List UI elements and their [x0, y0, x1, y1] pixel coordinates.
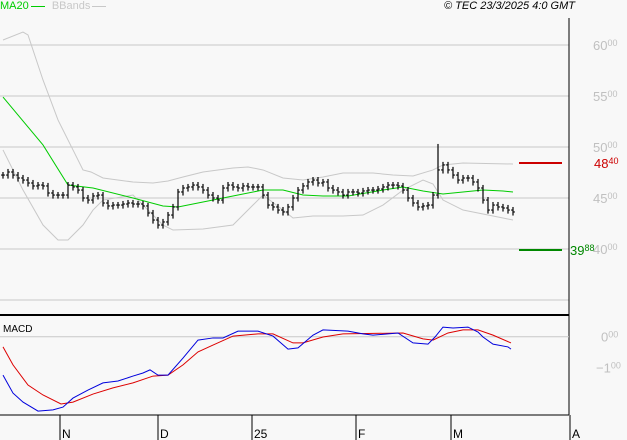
legend-bbands-swatch — [92, 5, 107, 7]
price-tick-label: 5500 — [593, 89, 617, 104]
bband-upper-line — [2, 31, 514, 184]
x-tick-label: 25 — [254, 427, 268, 440]
x-tick-label: A — [572, 427, 580, 440]
x-tick-label: N — [62, 427, 71, 440]
chart-legend: MA20 BBands — [0, 0, 110, 14]
bband-lower-line — [2, 149, 514, 241]
macd-tick-label: −100 — [596, 361, 621, 376]
macd-line — [2, 326, 512, 412]
macd-title: MACD — [3, 324, 32, 335]
legend-bbands-label: BBands — [51, 0, 91, 12]
macd-signal-line — [2, 329, 512, 405]
support-level-label: 3988 — [570, 243, 594, 258]
legend-ma20-swatch — [30, 5, 45, 7]
x-tick-label: M — [453, 427, 463, 440]
x-tick-label: D — [160, 427, 169, 440]
legend-ma20-label: MA20 — [0, 0, 29, 12]
x-tick-label: F — [358, 427, 365, 440]
price-tick-label: 4000 — [593, 242, 617, 257]
price-tick-label: 5000 — [593, 140, 617, 155]
macd-tick-label: 000 — [601, 330, 618, 345]
resistance-level-label: 4840 — [594, 156, 618, 171]
price-tick-label: 6000 — [593, 38, 617, 53]
ma20-line — [2, 96, 514, 208]
price-tick-label: 4500 — [593, 191, 617, 206]
copyright-timestamp: © TEC 23/3/2025 4:0 GMT — [444, 0, 575, 12]
